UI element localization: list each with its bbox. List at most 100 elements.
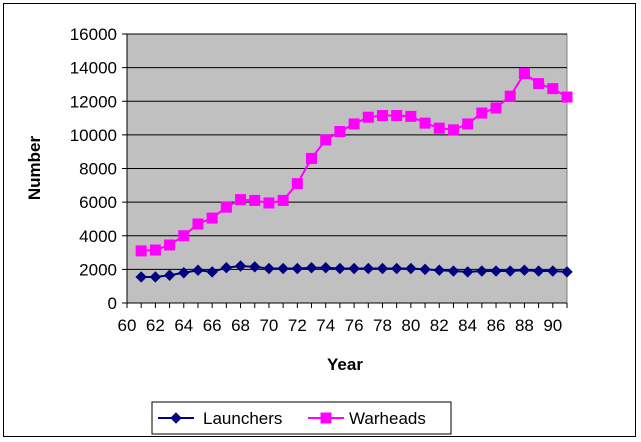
legend-box — [151, 401, 452, 435]
data-point-warheads — [206, 212, 218, 224]
x-tick-label: 86 — [487, 316, 506, 335]
data-point-warheads — [433, 122, 445, 134]
y-tick-label: 8000 — [79, 160, 117, 179]
axes — [122, 33, 568, 308]
y-tick-label: 14000 — [70, 59, 117, 78]
legend-item-launchers: Launchers — [158, 409, 282, 428]
data-point-launchers — [192, 264, 204, 276]
data-point-warheads — [334, 126, 346, 138]
x-tick-label: 88 — [515, 316, 534, 335]
x-tick-label: 78 — [373, 316, 392, 335]
x-tick-label: 66 — [203, 316, 222, 335]
data-point-warheads — [178, 230, 190, 242]
x-tick-label: 70 — [259, 316, 278, 335]
data-point-launchers — [376, 262, 389, 275]
x-tick-label: 60 — [118, 316, 137, 335]
data-point-launchers — [405, 262, 417, 275]
data-point-launchers — [561, 266, 573, 278]
data-point-warheads — [518, 68, 530, 80]
data-point-launchers — [305, 261, 318, 274]
legend-item-warheads: Warheads — [308, 409, 426, 428]
data-point-launchers — [220, 261, 233, 274]
legend-label-warheads: Warheads — [349, 409, 426, 428]
data-point-launchers — [277, 262, 289, 275]
y-axis-title: Number — [25, 136, 44, 201]
data-point-warheads — [320, 134, 332, 146]
data-point-launchers — [135, 271, 147, 283]
data-point-warheads — [462, 118, 474, 130]
data-point-launchers — [362, 262, 374, 275]
data-point-launchers — [447, 265, 460, 277]
data-point-launchers — [419, 263, 431, 276]
x-tick-label: 72 — [288, 316, 307, 335]
data-point-warheads — [192, 218, 204, 230]
data-point-warheads — [306, 152, 318, 164]
y-tick-label: 12000 — [70, 92, 117, 111]
y-tick-label: 16000 — [70, 25, 117, 44]
data-point-warheads — [263, 197, 275, 209]
legend-marker-warheads — [320, 412, 332, 424]
legend-marker-launchers — [170, 412, 182, 424]
y-tick-labels: 0 2000 4000 6000 8000 10000 12000 14000 16000 — [70, 25, 117, 313]
data-point-warheads — [547, 83, 559, 95]
y-tick-label: 4000 — [79, 227, 117, 246]
data-point-warheads — [348, 118, 360, 130]
y-tick-label: 2000 — [79, 260, 117, 279]
x-tick-label: 64 — [174, 316, 193, 335]
x-tick-label: 90 — [543, 316, 562, 335]
data-point-warheads — [277, 194, 289, 206]
x-tick-label: 76 — [345, 316, 364, 335]
data-point-launchers — [149, 271, 162, 283]
data-point-warheads — [291, 178, 303, 190]
data-point-warheads — [419, 117, 431, 129]
data-point-launchers — [320, 261, 332, 274]
x-tick-label: 62 — [146, 316, 165, 335]
data-point-warheads — [533, 78, 545, 90]
data-point-launchers — [206, 266, 218, 278]
series-layer — [135, 68, 573, 283]
legend-label-launchers: Launchers — [203, 409, 282, 428]
data-point-warheads — [362, 111, 374, 123]
data-point-warheads — [391, 110, 403, 122]
data-point-launchers — [234, 260, 247, 272]
y-tick-label: 0 — [108, 294, 117, 313]
data-point-warheads — [249, 194, 261, 206]
series-warheads — [135, 68, 573, 257]
data-point-warheads — [376, 110, 388, 122]
x-axis-title: Year — [327, 355, 363, 374]
data-point-launchers — [504, 265, 516, 277]
legend: Launchers Warheads — [151, 401, 452, 435]
data-point-warheads — [476, 107, 488, 119]
data-point-launchers — [249, 261, 261, 273]
legend-items: Launchers Warheads — [158, 409, 426, 428]
data-point-launchers — [461, 266, 474, 278]
grid-lines — [127, 33, 567, 270]
data-point-warheads — [504, 90, 516, 102]
data-point-launchers — [390, 262, 403, 275]
x-tick-label: 82 — [430, 316, 449, 335]
data-point-warheads — [447, 124, 459, 136]
data-point-launchers — [163, 269, 176, 281]
data-point-launchers — [490, 265, 502, 277]
data-point-launchers — [178, 267, 190, 279]
data-point-launchers — [476, 265, 488, 277]
data-point-launchers — [532, 265, 545, 277]
series-launchers — [135, 260, 573, 283]
data-point-launchers — [263, 262, 275, 275]
data-point-warheads — [164, 239, 176, 251]
y-tick-label: 6000 — [79, 193, 117, 212]
data-point-warheads — [561, 91, 573, 103]
y-tick-label: 10000 — [70, 126, 117, 145]
data-point-launchers — [348, 262, 360, 275]
x-tick-labels: 60 62 64 66 68 70 72 74 76 78 80 82 84 86 88 90 — [118, 316, 563, 335]
data-point-warheads — [220, 201, 232, 213]
data-point-warheads — [405, 110, 417, 122]
data-point-launchers — [291, 262, 304, 275]
data-point-launchers — [334, 262, 346, 275]
x-tick-label: 68 — [231, 316, 250, 335]
data-point-warheads — [490, 102, 502, 114]
x-tick-label: 74 — [316, 316, 335, 335]
x-tick-label: 80 — [401, 316, 420, 335]
data-point-launchers — [433, 264, 445, 276]
